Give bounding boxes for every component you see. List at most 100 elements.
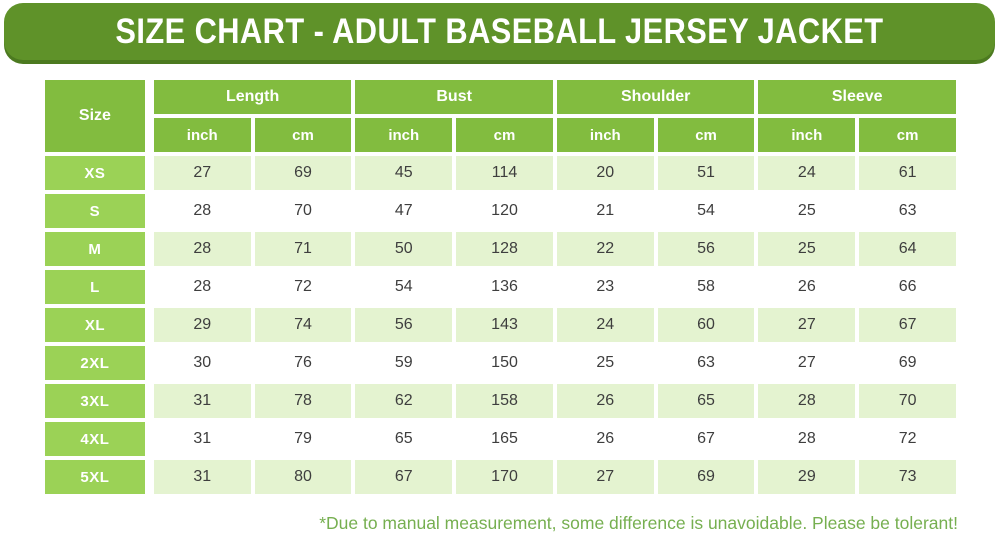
- measurement-cell: 24: [758, 156, 856, 190]
- size-chart-table: Size Length Bust Shoulder Sleeve inch cm…: [41, 76, 960, 498]
- measurement-cell: 72: [859, 422, 956, 456]
- measurement-cell: 65: [657, 384, 755, 418]
- measurement-cell: 28: [153, 232, 251, 266]
- measurement-cell: 30: [153, 346, 251, 380]
- measurement-cell: 27: [153, 156, 251, 190]
- measurement-cell: 45: [355, 156, 453, 190]
- measurement-cell: 78: [254, 384, 352, 418]
- measurement-cell: 67: [355, 460, 453, 494]
- table-row: XS 27 69 45 114 20 51 24 61: [45, 156, 956, 190]
- measurement-cell: 59: [355, 346, 453, 380]
- measurement-cell: 64: [859, 232, 956, 266]
- unit-header-length-inch: inch: [153, 118, 251, 152]
- measurement-cell: 114: [456, 156, 553, 190]
- measurement-cell: 71: [254, 232, 352, 266]
- unit-header-bust-inch: inch: [355, 118, 453, 152]
- size-chart-table-container: Size Length Bust Shoulder Sleeve inch cm…: [41, 76, 960, 498]
- size-label: L: [45, 270, 150, 304]
- unit-header-bust-cm: cm: [456, 118, 553, 152]
- measurement-cell: 31: [153, 384, 251, 418]
- measurement-cell: 60: [657, 308, 755, 342]
- measurement-cell: 20: [556, 156, 654, 190]
- table-body: XS 27 69 45 114 20 51 24 61 S 28 70 47 120 21 54 25 63 M 28…: [45, 156, 956, 494]
- table-row: S 28 70 47 120 21 54 25 63: [45, 194, 956, 228]
- size-label: 3XL: [45, 384, 150, 418]
- measurement-cell: 76: [254, 346, 352, 380]
- measurement-cell: 63: [859, 194, 956, 228]
- measurement-cell: 29: [153, 308, 251, 342]
- size-label: XL: [45, 308, 150, 342]
- group-header-sleeve: Sleeve: [758, 80, 956, 114]
- measurement-cell: 67: [859, 308, 956, 342]
- measurement-cell: 170: [456, 460, 553, 494]
- measurement-cell: 66: [859, 270, 956, 304]
- measurement-cell: 120: [456, 194, 553, 228]
- measurement-cell: 63: [657, 346, 755, 380]
- measurement-cell: 28: [153, 194, 251, 228]
- measurement-cell: 23: [556, 270, 654, 304]
- measurement-cell: 150: [456, 346, 553, 380]
- measurement-cell: 27: [758, 346, 856, 380]
- measurement-cell: 165: [456, 422, 553, 456]
- measurement-cell: 128: [456, 232, 553, 266]
- measurement-cell: 70: [254, 194, 352, 228]
- table-row: L 28 72 54 136 23 58 26 66: [45, 270, 956, 304]
- unit-header-shoulder-inch: inch: [556, 118, 654, 152]
- measurement-cell: 136: [456, 270, 553, 304]
- unit-header-row: inch cm inch cm inch cm inch cm: [45, 118, 956, 152]
- measurement-cell: 29: [758, 460, 856, 494]
- measurement-cell: 65: [355, 422, 453, 456]
- measurement-cell: 54: [355, 270, 453, 304]
- size-label: 4XL: [45, 422, 150, 456]
- measurement-cell: 69: [859, 346, 956, 380]
- table-row: 5XL 31 80 67 170 27 69 29 73: [45, 460, 956, 494]
- size-label: M: [45, 232, 150, 266]
- size-label: 2XL: [45, 346, 150, 380]
- table-row: 2XL 30 76 59 150 25 63 27 69: [45, 346, 956, 380]
- size-label: XS: [45, 156, 150, 190]
- measurement-cell: 72: [254, 270, 352, 304]
- measurement-cell: 80: [254, 460, 352, 494]
- measurement-cell: 69: [657, 460, 755, 494]
- size-label: S: [45, 194, 150, 228]
- measurement-cell: 73: [859, 460, 956, 494]
- measurement-cell: 47: [355, 194, 453, 228]
- size-column-header: Size: [45, 80, 150, 152]
- measurement-cell: 25: [758, 194, 856, 228]
- group-header-shoulder: Shoulder: [556, 80, 755, 114]
- unit-header-sleeve-cm: cm: [859, 118, 956, 152]
- measurement-cell: 62: [355, 384, 453, 418]
- size-label: 5XL: [45, 460, 150, 494]
- measurement-cell: 61: [859, 156, 956, 190]
- group-header-bust: Bust: [355, 80, 553, 114]
- measurement-cell: 69: [254, 156, 352, 190]
- measurement-cell: 158: [456, 384, 553, 418]
- measurement-cell: 22: [556, 232, 654, 266]
- measurement-cell: 31: [153, 422, 251, 456]
- measurement-cell: 31: [153, 460, 251, 494]
- measurement-cell: 50: [355, 232, 453, 266]
- measurement-cell: 79: [254, 422, 352, 456]
- table-row: XL 29 74 56 143 24 60 27 67: [45, 308, 956, 342]
- table-header: Size Length Bust Shoulder Sleeve inch cm…: [45, 80, 956, 152]
- unit-header-length-cm: cm: [254, 118, 352, 152]
- measurement-disclaimer: *Due to manual measurement, some differe…: [319, 513, 958, 533]
- measurement-cell: 67: [657, 422, 755, 456]
- measurement-cell: 143: [456, 308, 553, 342]
- measurement-cell: 28: [758, 384, 856, 418]
- measurement-cell: 28: [758, 422, 856, 456]
- group-header-row: Size Length Bust Shoulder Sleeve: [45, 80, 956, 152]
- measurement-cell: 27: [556, 460, 654, 494]
- measurement-cell: 74: [254, 308, 352, 342]
- unit-header-shoulder-cm: cm: [657, 118, 755, 152]
- table-row: 3XL 31 78 62 158 26 65 28 70: [45, 384, 956, 418]
- measurement-cell: 26: [556, 422, 654, 456]
- title-banner: SIZE CHART - ADULT BASEBALL JERSEY JACKE…: [4, 3, 995, 60]
- measurement-cell: 56: [657, 232, 755, 266]
- measurement-cell: 24: [556, 308, 654, 342]
- measurement-cell: 26: [556, 384, 654, 418]
- table-row: M 28 71 50 128 22 56 25 64: [45, 232, 956, 266]
- table-row: 4XL 31 79 65 165 26 67 28 72: [45, 422, 956, 456]
- measurement-cell: 21: [556, 194, 654, 228]
